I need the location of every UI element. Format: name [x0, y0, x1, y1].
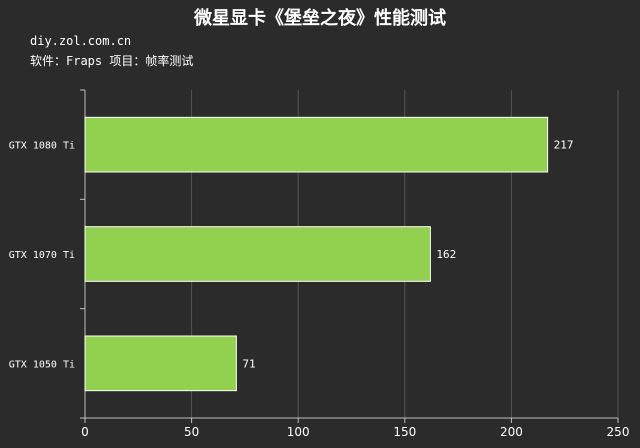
label-layer: 0 50 100 150 200 250 GTX 1080 Ti 217 GTX 1070 Ti…: [9, 139, 630, 439]
x-tick-label-1: 50: [184, 425, 199, 439]
software-text: 软件：Fraps 项目：帧率测试: [30, 54, 194, 68]
category-label-1: GTX 1070 Ti: [9, 250, 75, 261]
chart-title: 微星显卡《堡垒之夜》性能测试: [194, 8, 446, 29]
bar-0: [84, 116, 549, 173]
bar-2: [84, 335, 237, 392]
category-label-0: GTX 1080 Ti: [9, 141, 75, 152]
x-tick-label-3: 150: [393, 425, 416, 439]
x-tick-label-2: 100: [287, 425, 310, 439]
bar-layer: [84, 116, 549, 392]
source-text: diy.zol.com.cn: [30, 34, 132, 48]
x-tick-label-0: 0: [81, 425, 89, 439]
value-label-2: 71: [242, 357, 255, 370]
category-label-2: GTX 1050 Ti: [9, 359, 75, 370]
x-tick-label-5: 250: [607, 425, 630, 439]
value-label-1: 162: [436, 248, 456, 261]
x-tick-label-4: 200: [500, 425, 523, 439]
value-label-0: 217: [554, 139, 574, 152]
bar-1: [84, 226, 431, 282]
